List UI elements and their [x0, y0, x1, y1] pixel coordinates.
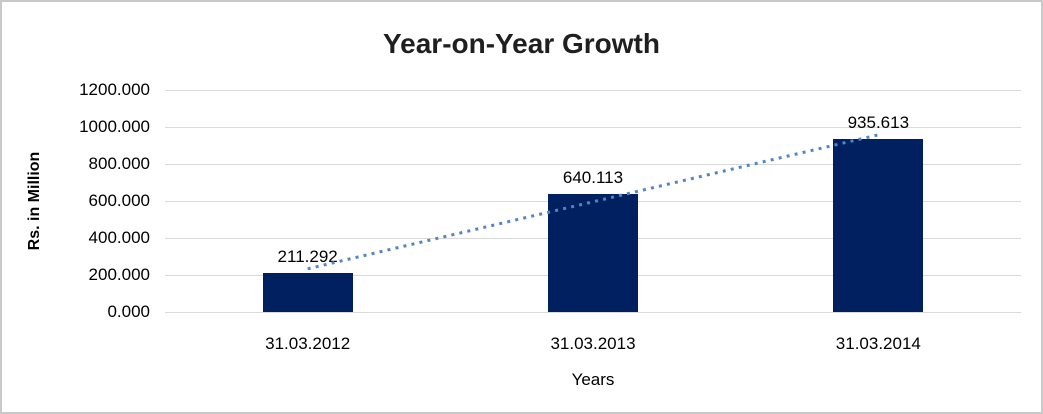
bar: [262, 272, 353, 312]
y-tick-label: 0.000: [107, 302, 150, 321]
chart-title: Year-on-Year Growth: [383, 28, 660, 59]
data-label: 640.113: [562, 167, 624, 187]
gridline: [165, 126, 1021, 128]
y-tick-label: 1200.000: [79, 80, 150, 99]
gridline: [165, 89, 1021, 91]
gridline: [165, 311, 1021, 313]
y-tick-label: 800.000: [88, 154, 150, 173]
x-axis-title: Years: [571, 370, 615, 389]
y-tick-label: 400.000: [88, 228, 150, 247]
bar: [833, 138, 924, 312]
x-tick-label: 31.03.2014: [835, 334, 921, 353]
data-label: 935.613: [847, 112, 910, 132]
x-tick-label: 31.03.2013: [550, 334, 636, 353]
y-tick-label: 600.000: [88, 191, 150, 210]
y-tick-label: 200.000: [88, 265, 150, 284]
x-tick-label: 31.03.2012: [265, 334, 351, 353]
bar: [548, 193, 638, 312]
data-label: 211.292: [277, 246, 338, 266]
y-tick-label: 1000.000: [79, 117, 150, 136]
